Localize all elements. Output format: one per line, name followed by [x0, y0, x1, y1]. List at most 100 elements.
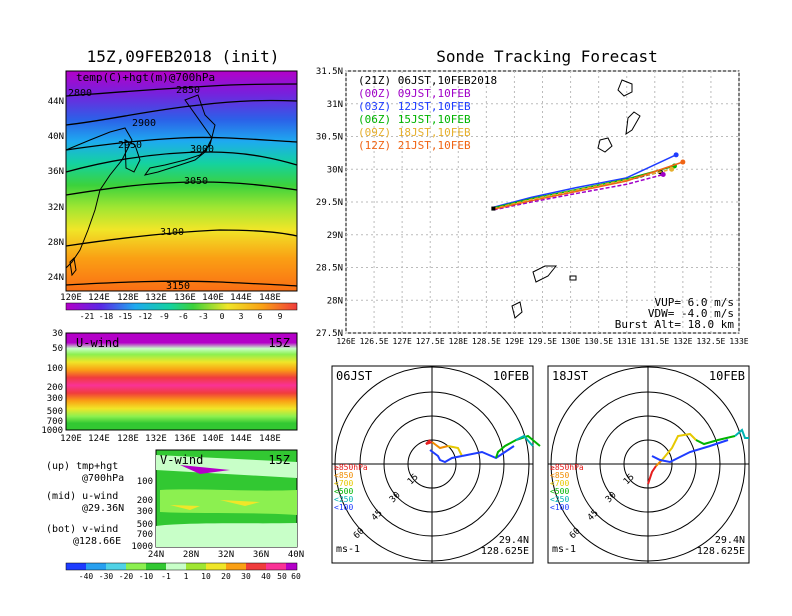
- param: VDW= -4.0 m/s: [648, 307, 734, 320]
- hodo-legend-entry: <700: [550, 479, 569, 488]
- hodo-legend-entry: <850: [550, 471, 569, 480]
- lat-tick: 36N: [253, 550, 269, 560]
- note-label: (up) tmp+hgt: [46, 461, 118, 472]
- hodo-lon: 128.625E: [697, 546, 745, 557]
- burst-point: [680, 159, 686, 165]
- cbar-tick: -3: [198, 312, 208, 321]
- lat-tick: 36N: [48, 167, 64, 177]
- legend-entry: (00Z) 09JST,10FEB: [358, 87, 471, 100]
- hodo-unit: ms-1: [552, 544, 576, 555]
- hodograph-rings: [332, 366, 533, 563]
- cbar-tick: -15: [118, 312, 133, 321]
- launch-point: [491, 206, 496, 211]
- landmass-japan: [143, 94, 216, 176]
- lat-tick: 31N: [327, 100, 343, 110]
- lon-tick: 140E: [202, 293, 224, 303]
- lon-tick: 128.5E: [472, 337, 501, 346]
- panel-notes: (up) tmp+hgt @700hPa (mid) u-wind @29.36…: [46, 461, 124, 547]
- cbar-tick: -9: [159, 312, 169, 321]
- p-tick: 500: [47, 407, 63, 417]
- hodo-legend-entry: ≥850hPa: [334, 463, 368, 472]
- param: VUP= 6.0 m/s: [655, 296, 734, 309]
- lat-tick: 28.5N: [316, 264, 343, 274]
- contour-label: 3050: [184, 176, 208, 187]
- lat-tick: 31.5N: [316, 67, 343, 77]
- cbar-tick: -10: [139, 572, 154, 581]
- hodo-lon: 128.625E: [481, 546, 529, 557]
- cbar-tick: 30: [241, 572, 251, 581]
- p-tick: 1000: [131, 542, 153, 552]
- legend-entry: (09Z) 18JST,10FEB: [358, 126, 471, 139]
- lon-tick: 128E: [117, 293, 139, 303]
- cbar-tick: -21: [80, 312, 95, 321]
- hodograph-trace: [425, 434, 541, 464]
- hodo-legend-entry: <700: [334, 479, 353, 488]
- lon-tick: 148E: [259, 434, 281, 444]
- hodo-time: 06JST: [336, 369, 372, 383]
- island: [569, 275, 577, 281]
- lon-tick: 124E: [88, 293, 110, 303]
- track-grid: [345, 70, 740, 334]
- track-panel: 27.5N 28N 28.5N 29N 29.5N 30N 30.5N 31N 31.5N 12…: [316, 67, 749, 346]
- cbar-tick: 3: [239, 312, 244, 321]
- contour-label: 3100: [160, 227, 184, 238]
- uwind-label: U-wind: [76, 336, 119, 350]
- hodo-time: 18JST: [552, 369, 588, 383]
- lat-tick: 30.5N: [316, 133, 343, 143]
- lat-tick: 32N: [48, 203, 64, 213]
- lon-tick: 136E: [174, 293, 196, 303]
- wind-colorbar: -40 -30 -20 -10 -1 1 10 20 30 40 50 60: [65, 562, 301, 581]
- lon-tick: 127.5E: [416, 337, 445, 346]
- cbar-tick: 1: [184, 572, 189, 581]
- hodo-date: 10FEB: [709, 369, 745, 383]
- hodo-legend-entry: <100: [334, 503, 353, 512]
- cbar-tick: -6: [178, 312, 188, 321]
- track-lon-ticks: 126E 126.5E 127E 127.5E 128E 128.5E 129E 129.5E…: [336, 337, 748, 346]
- island: [511, 301, 523, 319]
- note-value: @29.36N: [82, 503, 124, 514]
- lon-tick: 136E: [174, 434, 196, 444]
- height-contours: [65, 83, 298, 287]
- landmass-korea: [124, 139, 141, 173]
- landmass-taiwan: [69, 256, 77, 277]
- cbar-tick: -20: [119, 572, 134, 581]
- note-value: @128.66E: [73, 536, 121, 547]
- temperature-map: temp(C)+hgt(m)@700hPa 2800 2850 2900 295…: [48, 70, 298, 303]
- cbar-tick: 20: [221, 572, 231, 581]
- lat-tick: 24N: [148, 550, 164, 560]
- cbar-tick: -12: [138, 312, 153, 321]
- param: Burst Alt= 18.0 km: [615, 318, 735, 331]
- island: [617, 79, 633, 97]
- cbar-tick: -40: [79, 572, 94, 581]
- cbar-tick: 60: [291, 572, 301, 581]
- contour-label: 2800: [68, 88, 92, 99]
- lat-tick: 32N: [218, 550, 234, 560]
- lon-tick: 131E: [617, 337, 636, 346]
- note-value: @700hPa: [82, 473, 124, 484]
- lon-tick: 132E: [145, 434, 167, 444]
- legend-entry: (12Z) 21JST,10FEB: [358, 139, 471, 152]
- burst-point: [673, 152, 679, 158]
- map-lon-ticks: 120E 124E 128E 132E 136E 140E 144E 148E: [60, 293, 281, 303]
- cbar-tick: -30: [99, 572, 114, 581]
- hodograph-rings: [548, 366, 749, 563]
- hodo-legend-entry: <500: [550, 487, 569, 496]
- lat-tick: 40N: [48, 132, 64, 142]
- lat-tick: 44N: [48, 97, 64, 107]
- hodo-legend-entry: ≥850hPa: [550, 463, 584, 472]
- hodo-legend-entry: <250: [550, 495, 569, 504]
- p-tick: 200: [47, 383, 63, 393]
- track-legend: (21Z) 06JST,10FEB2018 (00Z) 09JST,10FEB …: [358, 74, 497, 152]
- island: [625, 111, 641, 136]
- hodo-legend-entry: <100: [550, 503, 569, 512]
- lon-tick: 127E: [393, 337, 412, 346]
- lon-tick: 144E: [230, 293, 252, 303]
- lon-tick: 124E: [88, 434, 110, 444]
- hodo-lat: 29.4N: [499, 535, 529, 546]
- burst-point: [669, 166, 675, 172]
- uwind-time: 15Z: [268, 336, 290, 350]
- cbar-tick: 6: [258, 312, 263, 321]
- hodograph-trace: [647, 428, 749, 485]
- p-tick: 100: [137, 477, 153, 487]
